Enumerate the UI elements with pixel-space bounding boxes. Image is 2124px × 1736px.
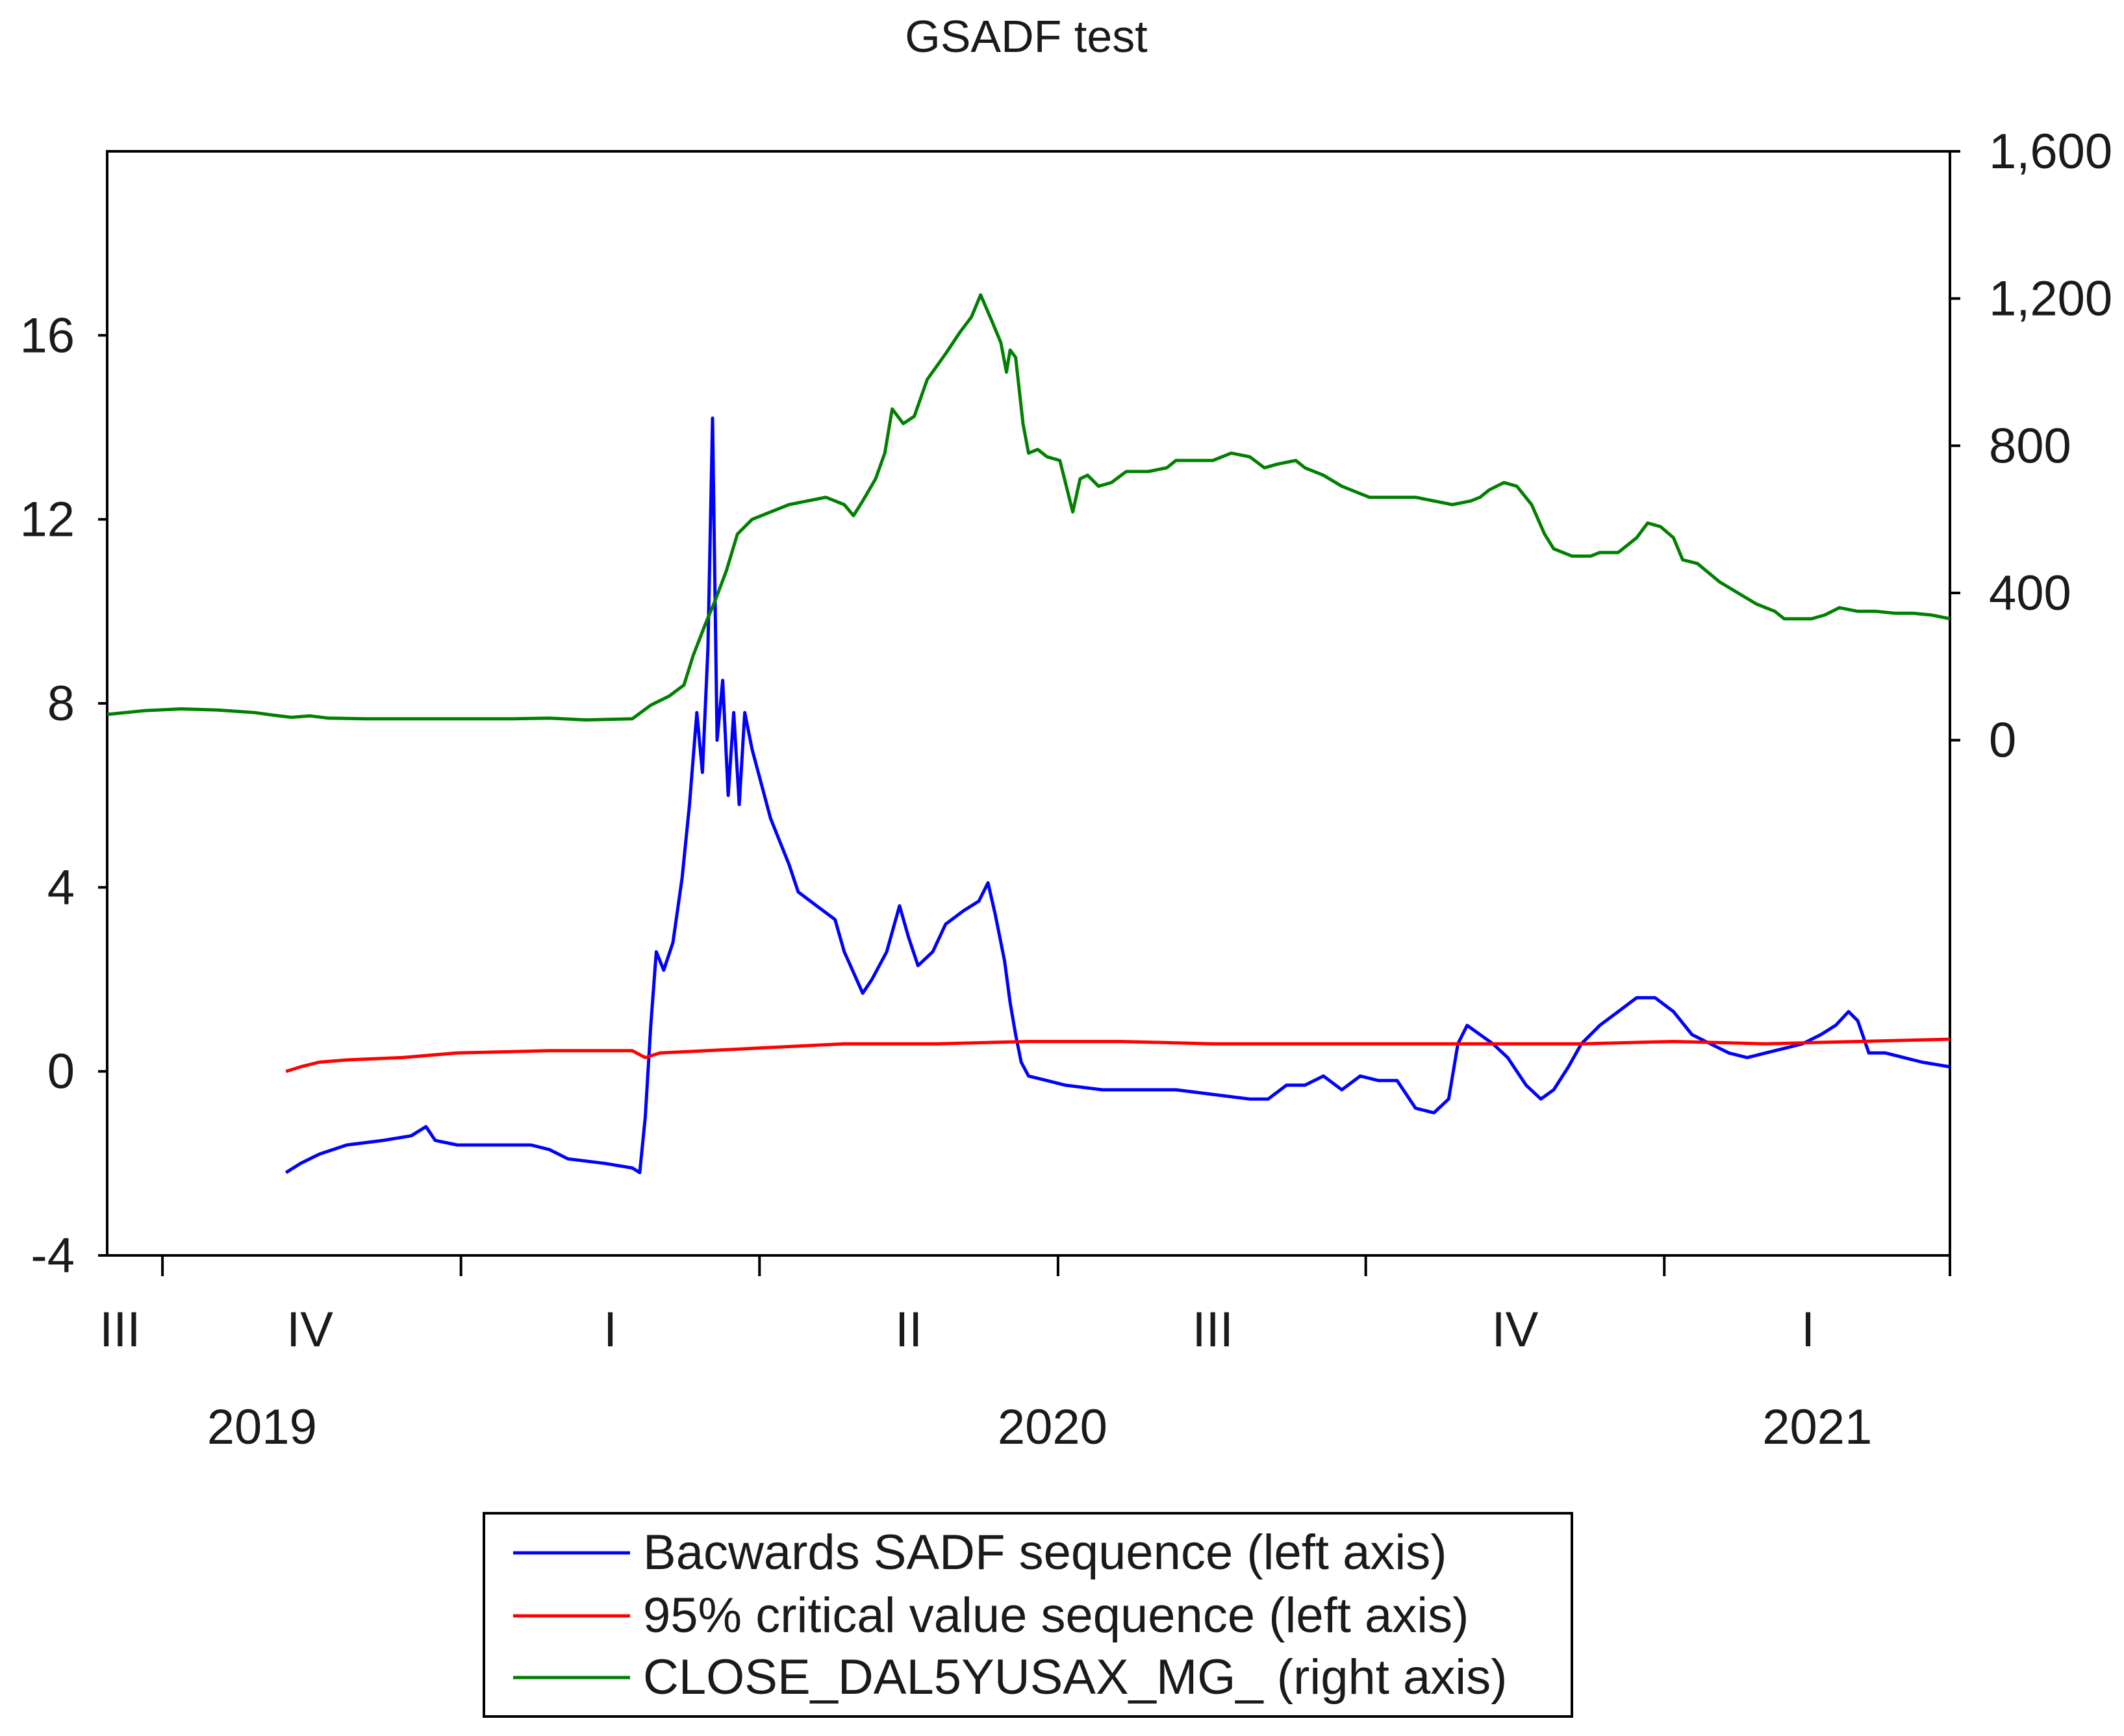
- right-axis-tick-label: 1,200: [1989, 271, 2112, 327]
- left-axis: -4 0 4 8 12 16: [19, 308, 107, 1283]
- right-axis-tick-label: 1,600: [1989, 124, 2112, 179]
- legend: Bacwards SADF sequence (left axis) 95% c…: [483, 1512, 1573, 1718]
- x-axis-year-label: 2019: [207, 1400, 317, 1455]
- right-axis-tick-label: 400: [1989, 566, 2071, 621]
- critical-value-line: [285, 1037, 1950, 1074]
- right-axis: 0 400 800 1,200 1,600: [1950, 124, 2112, 768]
- left-axis-tick-label: 0: [47, 1044, 75, 1100]
- legend-box: [483, 1512, 1573, 1718]
- legend-label-sadf: Bacwards SADF sequence (left axis): [643, 1525, 1447, 1580]
- legend-label-close: CLOSE_DAL5YUSAX_MG_ (right axis): [643, 1650, 1507, 1705]
- x-axis-quarter-label: I: [603, 1302, 617, 1357]
- left-axis-tick-label: 8: [47, 676, 75, 731]
- close-price-line: [107, 293, 1950, 722]
- x-axis-quarter-label: IV: [1492, 1302, 1539, 1357]
- x-axis-year-label: 2021: [1762, 1400, 1872, 1455]
- x-axis-quarter-label: I: [1801, 1302, 1815, 1357]
- left-axis-tick-label: 4: [47, 860, 75, 915]
- left-axis-tick-label: 12: [19, 492, 75, 547]
- legend-label-critical: 95% critical value sequence (left axis): [643, 1588, 1469, 1643]
- x-axis-quarter-label: II: [895, 1302, 922, 1357]
- left-axis-tick-label: 16: [19, 308, 75, 363]
- x-axis-year-label: 2020: [998, 1400, 1107, 1455]
- chart-title: GSADF test: [905, 11, 1147, 62]
- x-axis-quarter-label: III: [99, 1302, 140, 1357]
- x-axis-quarter-label: III: [1193, 1302, 1233, 1357]
- left-axis-tick-label: -4: [31, 1228, 75, 1283]
- right-axis-tick-label: 800: [1989, 418, 2071, 473]
- right-axis-tick-label: 0: [1989, 713, 2016, 768]
- x-axis-quarter-label: IV: [286, 1302, 333, 1357]
- series-layer: [107, 293, 1950, 1174]
- sadf-sequence-line: [284, 416, 1950, 1174]
